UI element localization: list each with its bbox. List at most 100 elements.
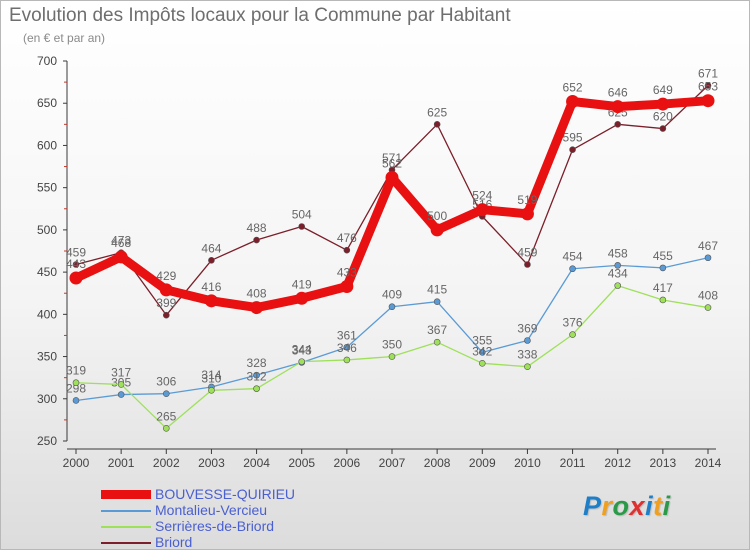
data-label: 595 — [563, 131, 583, 145]
data-label: 369 — [517, 322, 537, 336]
data-label: 408 — [698, 289, 718, 303]
y-tick-label: 550 — [37, 181, 57, 195]
legend-swatch — [101, 542, 151, 544]
data-point — [117, 381, 125, 388]
x-tick-label: 2003 — [198, 456, 225, 470]
data-label: 652 — [563, 81, 583, 95]
data-label: 653 — [698, 80, 718, 94]
data-point — [569, 331, 576, 338]
data-point — [253, 385, 260, 392]
data-point — [250, 301, 264, 315]
data-point — [656, 97, 670, 111]
data-label: 459 — [66, 246, 86, 260]
y-tick-label: 600 — [37, 138, 57, 152]
data-point — [114, 250, 128, 264]
data-label: 399 — [156, 296, 176, 310]
data-label: 429 — [156, 269, 176, 283]
data-label: 417 — [653, 281, 673, 295]
data-label: 346 — [337, 341, 357, 355]
data-point — [340, 279, 354, 293]
data-point — [433, 298, 441, 305]
data-point — [298, 358, 306, 365]
data-label: 476 — [337, 231, 357, 245]
data-point — [72, 379, 80, 387]
data-point — [208, 387, 215, 394]
data-label: 355 — [472, 333, 492, 347]
proxiti-logo: Proxiti — [583, 491, 671, 522]
data-point — [659, 296, 667, 304]
data-point — [524, 363, 531, 370]
data-label: 625 — [427, 105, 447, 119]
data-label: 314 — [201, 368, 221, 382]
legend-label: Briord — [155, 534, 193, 550]
data-label: 338 — [517, 348, 537, 362]
data-point — [566, 95, 580, 109]
data-point — [208, 256, 215, 264]
data-point — [475, 203, 489, 217]
x-tick-label: 2012 — [604, 456, 631, 470]
data-label: 649 — [653, 83, 673, 97]
data-point — [72, 261, 80, 268]
y-tick-label: 400 — [37, 307, 57, 321]
data-point — [253, 236, 260, 244]
x-tick-label: 2001 — [108, 456, 135, 470]
data-point — [162, 311, 170, 319]
data-point — [295, 291, 309, 305]
data-label: 376 — [563, 316, 583, 330]
legend-swatch — [101, 526, 151, 528]
data-point — [520, 207, 534, 221]
data-point — [569, 146, 576, 153]
x-tick-label: 2010 — [514, 456, 541, 470]
logo-letter: t — [653, 491, 663, 521]
data-label: 519 — [517, 193, 537, 207]
data-point — [388, 353, 396, 360]
x-tick-label: 2002 — [153, 456, 180, 470]
data-point — [433, 121, 441, 128]
y-tick-label: 350 — [37, 350, 57, 364]
data-label: 408 — [247, 287, 267, 301]
data-point — [69, 271, 83, 285]
data-point — [159, 283, 173, 297]
data-point — [72, 397, 80, 404]
data-point — [433, 338, 441, 346]
data-label: 434 — [608, 267, 628, 281]
data-point — [253, 371, 260, 379]
data-point — [204, 294, 218, 308]
data-point — [611, 100, 625, 114]
data-point — [524, 337, 531, 344]
data-label: 433 — [337, 265, 357, 279]
data-label: 524 — [472, 189, 492, 203]
y-tick-label: 700 — [37, 54, 57, 68]
data-point — [117, 391, 125, 398]
y-tick-label: 650 — [37, 96, 57, 110]
data-label: 298 — [66, 381, 86, 395]
data-label: 620 — [653, 110, 673, 124]
data-label: 671 — [698, 66, 718, 80]
data-point — [704, 304, 712, 311]
data-label: 328 — [247, 356, 267, 370]
data-point — [478, 349, 486, 356]
data-label: 455 — [653, 249, 673, 263]
data-label: 342 — [472, 344, 492, 358]
data-label: 488 — [247, 221, 267, 235]
chart-title: Evolution des Impôts locaux pour la Comm… — [9, 5, 511, 26]
data-point — [659, 125, 667, 132]
data-label: 343 — [292, 343, 312, 357]
data-label: 473 — [111, 234, 131, 248]
x-tick-label: 2014 — [695, 456, 722, 470]
data-label: 419 — [292, 277, 312, 291]
data-label: 361 — [337, 328, 357, 342]
logo-letter: o — [612, 491, 630, 521]
data-label: 571 — [382, 151, 402, 165]
y-tick-label: 450 — [37, 265, 57, 279]
data-label: 467 — [698, 239, 718, 253]
x-tick-label: 2004 — [243, 456, 270, 470]
legend-label: Montalieu-Vercieu — [155, 502, 268, 518]
data-label: 646 — [608, 86, 628, 100]
data-point — [614, 121, 622, 128]
data-point — [343, 246, 351, 254]
data-point — [343, 356, 351, 364]
data-point — [704, 254, 712, 262]
x-tick-label: 2011 — [560, 456, 586, 470]
